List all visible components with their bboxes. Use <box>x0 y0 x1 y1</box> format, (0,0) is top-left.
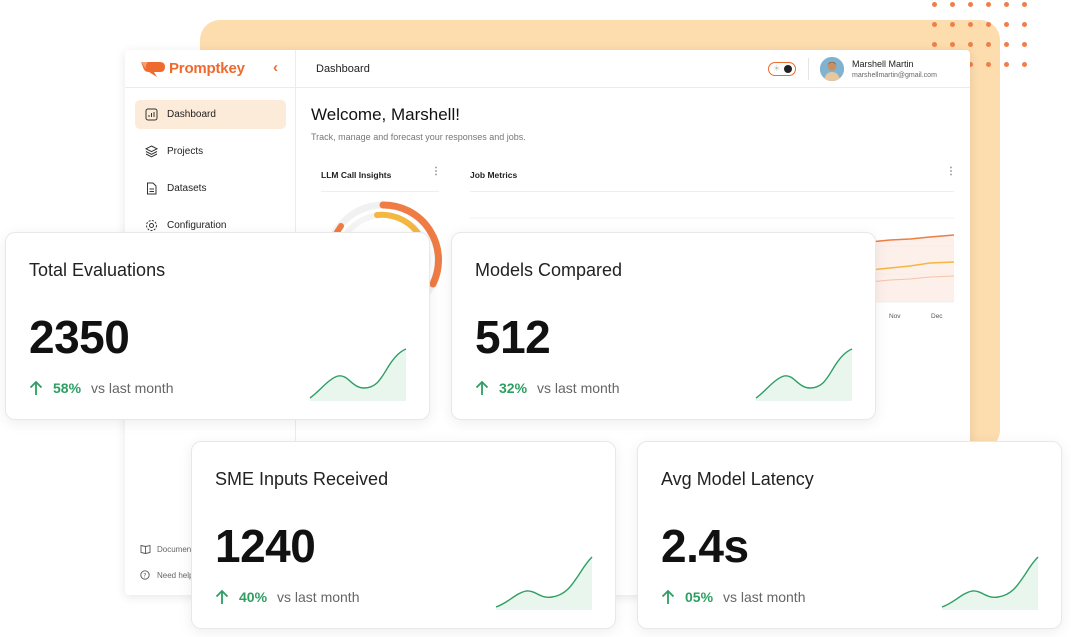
arrow-up-icon <box>29 380 43 395</box>
stat-title: Models Compared <box>475 260 623 280</box>
sparkline <box>495 556 593 610</box>
stat-card-total-evaluations: Total Evaluations 2350 58% vs last month <box>5 232 430 420</box>
delta-label: vs last month <box>723 589 806 605</box>
stat-value: 1240 <box>215 520 316 572</box>
breadcrumb: Dashboard <box>316 63 370 75</box>
topbar: Dashboard ☀ Marshell Martin marshellmart… <box>296 50 970 88</box>
sparkline <box>309 348 407 401</box>
stat-title: SME Inputs Received <box>215 469 389 489</box>
decorative-dot <box>932 42 937 47</box>
decorative-dot <box>968 42 973 47</box>
decorative-dot <box>1004 2 1009 7</box>
sparkline <box>941 556 1039 610</box>
x-tick-nov: Nov <box>889 313 901 320</box>
sidebar-item-configuration[interactable]: Configuration <box>135 211 286 240</box>
sun-icon: ☀ <box>773 64 781 73</box>
stat-card-sme-inputs-received: SME Inputs Received 1240 40% vs last mon… <box>191 441 616 629</box>
decorative-dot <box>986 62 991 67</box>
delta-percent: 40% <box>239 589 268 605</box>
delta-label: vs last month <box>277 589 360 605</box>
svg-text:?: ? <box>143 572 146 579</box>
stat-value: 512 <box>475 311 551 363</box>
delta-label: vs last month <box>91 380 174 396</box>
decorative-dot <box>1004 22 1009 27</box>
sparkline <box>755 348 853 401</box>
gear-icon <box>146 220 157 231</box>
delta-label: vs last month <box>537 380 620 396</box>
file-icon <box>147 182 157 195</box>
sidebar-item-datasets[interactable]: Datasets <box>135 174 286 203</box>
sidebar-item-label: Dashboard <box>167 109 216 120</box>
decorative-dot <box>950 2 955 7</box>
collapse-sidebar-icon[interactable]: ‹ <box>273 59 278 76</box>
stat-card-models-compared: Models Compared 512 32% vs last month <box>451 232 876 420</box>
arrow-up-icon <box>661 589 675 604</box>
stat-card-avg-model-latency: Avg Model Latency 2.4s 05% vs last month <box>637 441 1062 629</box>
decorative-dot <box>950 42 955 47</box>
divider <box>470 191 954 192</box>
stat-value: 2350 <box>29 311 130 363</box>
logo-row: Promptkey ‹ <box>125 50 296 88</box>
promptkey-logo-icon <box>141 62 165 77</box>
x-tick-dec: Dec <box>931 313 943 320</box>
sidebar: Promptkey ‹ Dashboard Projects <box>125 50 296 595</box>
stat-title: Avg Model Latency <box>661 469 814 489</box>
decorative-dot <box>968 22 973 27</box>
decorative-dot <box>986 42 991 47</box>
delta-percent: 58% <box>53 380 82 396</box>
documentation-label: Documen <box>157 545 192 554</box>
delta-percent: 32% <box>499 380 528 396</box>
arrow-up-icon <box>475 380 489 395</box>
user-email: marshellmartin@gmail.com <box>852 72 937 79</box>
decorative-dot <box>986 2 991 7</box>
more-options-icon[interactable]: ⋮ <box>946 166 956 177</box>
sidebar-item-label: Datasets <box>167 183 207 194</box>
moon-icon <box>784 65 792 73</box>
decorative-dot <box>932 22 937 27</box>
decorative-dots <box>932 0 1032 70</box>
decorative-dot <box>1022 22 1027 27</box>
job-metrics-title: Job Metrics <box>470 170 518 180</box>
decorative-dot <box>1004 42 1009 47</box>
divider <box>321 191 439 192</box>
theme-toggle[interactable]: ☀ <box>768 62 796 76</box>
decorative-dot <box>986 22 991 27</box>
stat-value: 2.4s <box>661 520 749 572</box>
chart-icon <box>145 108 158 121</box>
delta-percent: 05% <box>685 589 714 605</box>
decorative-dot <box>950 22 955 27</box>
decorative-dot <box>968 62 973 67</box>
sidebar-item-projects[interactable]: Projects <box>135 137 286 166</box>
user-avatar-icon <box>820 57 844 81</box>
help-icon: ? <box>140 570 150 580</box>
more-options-icon[interactable]: ⋮ <box>431 166 441 177</box>
decorative-dot <box>1022 42 1027 47</box>
page-title: Welcome, Marshell! <box>311 105 460 124</box>
llm-call-insights-title: LLM Call Insights <box>321 170 392 180</box>
decorative-dot <box>932 2 937 7</box>
sidebar-item-dashboard[interactable]: Dashboard <box>135 100 286 129</box>
user-name: Marshell Martin <box>852 59 914 69</box>
sidebar-item-label: Configuration <box>167 220 227 231</box>
avatar[interactable] <box>820 57 844 81</box>
sidebar-item-label: Projects <box>167 146 204 157</box>
decorative-dot <box>1022 2 1027 7</box>
layers-icon <box>145 145 158 158</box>
decorative-dot <box>1004 62 1009 67</box>
decorative-dot <box>968 2 973 7</box>
help-label: Need help <box>157 571 194 580</box>
page-subtitle: Track, manage and forecast your response… <box>311 132 526 142</box>
decorative-dot <box>1022 62 1027 67</box>
stat-title: Total Evaluations <box>29 260 166 280</box>
book-icon <box>140 544 151 554</box>
divider <box>808 58 809 80</box>
brand-name: Promptkey <box>169 60 245 77</box>
arrow-up-icon <box>215 589 229 604</box>
